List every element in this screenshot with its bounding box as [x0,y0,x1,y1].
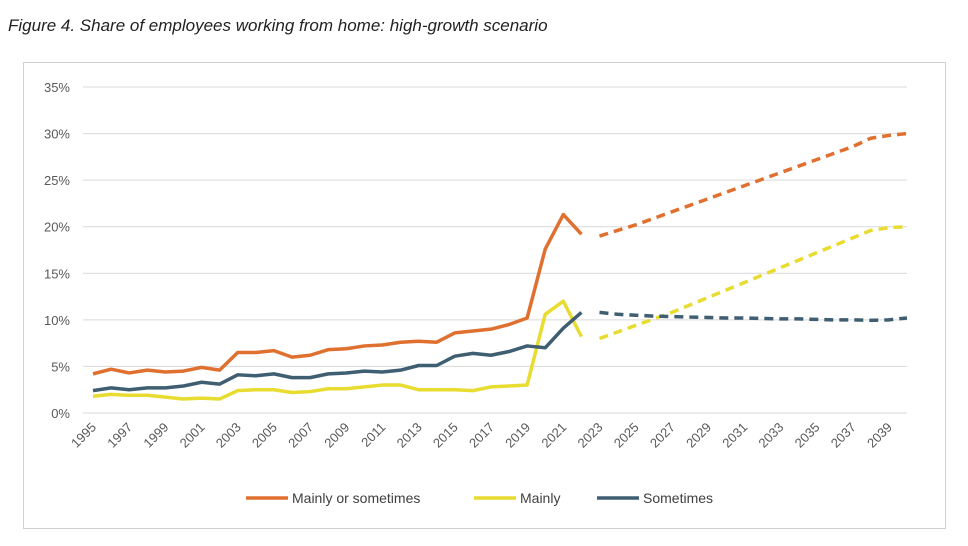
y-tick-label: 10% [44,313,70,328]
projection-line-1 [598,224,908,341]
x-tick-label: 2011 [358,420,388,450]
x-tick-label: 2037 [828,420,859,451]
chart-frame [23,62,946,529]
y-tick-label: 25% [44,173,70,188]
x-tick-label: 2027 [647,420,678,451]
x-tick-label: 2003 [213,420,244,451]
projection-line-0 [598,131,908,238]
y-tick-label: 5% [51,359,70,374]
x-tick-label: 2019 [502,420,533,451]
legend-label-1: Mainly [520,490,560,506]
x-tick-label: 1999 [140,420,171,451]
y-tick-label: 35% [44,80,70,95]
y-tick-label: 30% [44,127,70,142]
x-tick-label: 2023 [575,420,606,451]
x-tick-label: 2021 [538,420,569,451]
series-line-0 [92,212,583,376]
x-tick-label: 2039 [864,420,895,451]
x-tick-label: 1997 [104,420,135,451]
series-line-1 [92,299,583,401]
legend-label-2: Sometimes [643,490,713,506]
chart-title: Figure 4. Share of employees working fro… [8,16,548,35]
x-tick-label: 2033 [755,420,786,451]
x-tick-label: 2015 [430,420,461,451]
x-tick-label: 2013 [394,420,425,451]
x-tick-label: 2035 [792,420,823,451]
x-tick-label: 2031 [719,420,750,451]
x-tick-label: 2017 [466,420,497,451]
y-tick-label: 15% [44,266,70,281]
y-tick-label: 0% [51,406,70,421]
x-tick-label: 2001 [177,420,208,451]
legend-label-0: Mainly or sometimes [292,490,420,506]
x-tick-label: 1995 [68,420,99,451]
x-tick-label: 2025 [611,420,642,451]
y-tick-label: 20% [44,220,70,235]
x-tick-label: 2007 [285,420,316,451]
projection-line-2 [599,310,908,323]
x-tick-label: 2009 [321,420,352,451]
series-line-2 [92,311,583,393]
x-tick-label: 2005 [249,420,280,451]
x-tick-label: 2029 [683,420,714,451]
